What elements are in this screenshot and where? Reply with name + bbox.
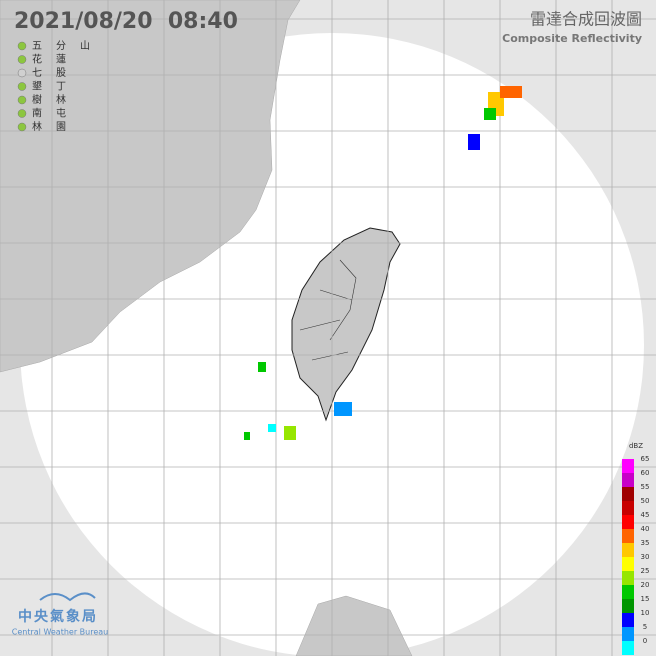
colorbar-tick: 60 bbox=[641, 469, 650, 477]
station-dot bbox=[17, 55, 27, 64]
colorbar-swatch bbox=[622, 599, 634, 613]
echo bbox=[284, 426, 296, 440]
logo-mark bbox=[39, 592, 96, 602]
colorbar-swatch bbox=[622, 585, 634, 599]
logo-name: 中央氣象局 bbox=[18, 608, 98, 625]
luzon-coast bbox=[295, 595, 413, 656]
station-dot bbox=[17, 95, 27, 105]
station-name: 南屯 bbox=[32, 107, 80, 120]
colorbar-tick: 20 bbox=[641, 581, 650, 589]
station-name: 花蓮 bbox=[32, 53, 80, 66]
timestamp: 2021/08/20 08:40 bbox=[14, 9, 238, 34]
colorbar-swatch bbox=[622, 571, 634, 585]
echo bbox=[334, 402, 352, 416]
colorbar-swatch bbox=[622, 627, 634, 641]
station-name: 五分山 bbox=[32, 40, 104, 52]
colorbar-swatch bbox=[622, 473, 634, 487]
station-dot bbox=[17, 122, 27, 132]
colorbar-tick: 5 bbox=[643, 623, 647, 631]
echo bbox=[468, 134, 480, 150]
colorbar-tick: 45 bbox=[641, 511, 650, 519]
station-name: 七股 bbox=[32, 67, 80, 79]
station-name: 墾丁 bbox=[32, 80, 80, 93]
colorbar-tick: 35 bbox=[641, 539, 650, 547]
colorbar-unit: dBZ bbox=[629, 442, 643, 450]
colorbar-tick: 50 bbox=[641, 497, 650, 505]
subtitle: Composite Reflectivity bbox=[502, 32, 642, 45]
colorbar-swatch bbox=[622, 557, 634, 571]
colorbar-tick: 40 bbox=[641, 525, 650, 533]
station-dot bbox=[17, 41, 27, 51]
colorbar-swatch bbox=[622, 459, 634, 473]
colorbar-tick: 55 bbox=[641, 483, 650, 491]
colorbar-tick: 10 bbox=[641, 609, 650, 617]
colorbar-swatch bbox=[622, 543, 634, 557]
colorbar-tick: 25 bbox=[641, 567, 650, 575]
colorbar-swatch bbox=[622, 613, 634, 627]
colorbar-swatch bbox=[622, 515, 634, 529]
echo bbox=[268, 424, 276, 432]
colorbar-tick: 30 bbox=[641, 553, 650, 561]
station-dot bbox=[17, 68, 27, 78]
station-dot bbox=[17, 82, 27, 91]
logo: 中央氣象局 Central Weather Bureau bbox=[12, 592, 108, 637]
station-name: 林園 bbox=[32, 120, 80, 133]
colorbar-swatch bbox=[622, 487, 634, 501]
logo-english: Central Weather Bureau bbox=[12, 628, 108, 637]
colorbar-swatch bbox=[622, 501, 634, 515]
colorbar-tick: 65 bbox=[641, 455, 650, 463]
colorbar-tick: 15 bbox=[641, 595, 650, 603]
title: 雷達合成回波圖 bbox=[530, 10, 642, 29]
taiwan bbox=[291, 227, 401, 422]
colorbar-tick: 0 bbox=[643, 637, 647, 645]
station-name: 樹林 bbox=[32, 93, 80, 106]
echo bbox=[500, 86, 522, 98]
radar-echoes bbox=[244, 86, 522, 440]
echo bbox=[244, 432, 250, 440]
colorbar-swatch bbox=[622, 529, 634, 543]
station-dot bbox=[17, 109, 27, 118]
colorbar-swatch bbox=[622, 641, 634, 655]
echo bbox=[484, 108, 496, 120]
county-borders bbox=[299, 259, 357, 361]
echo bbox=[258, 362, 266, 372]
